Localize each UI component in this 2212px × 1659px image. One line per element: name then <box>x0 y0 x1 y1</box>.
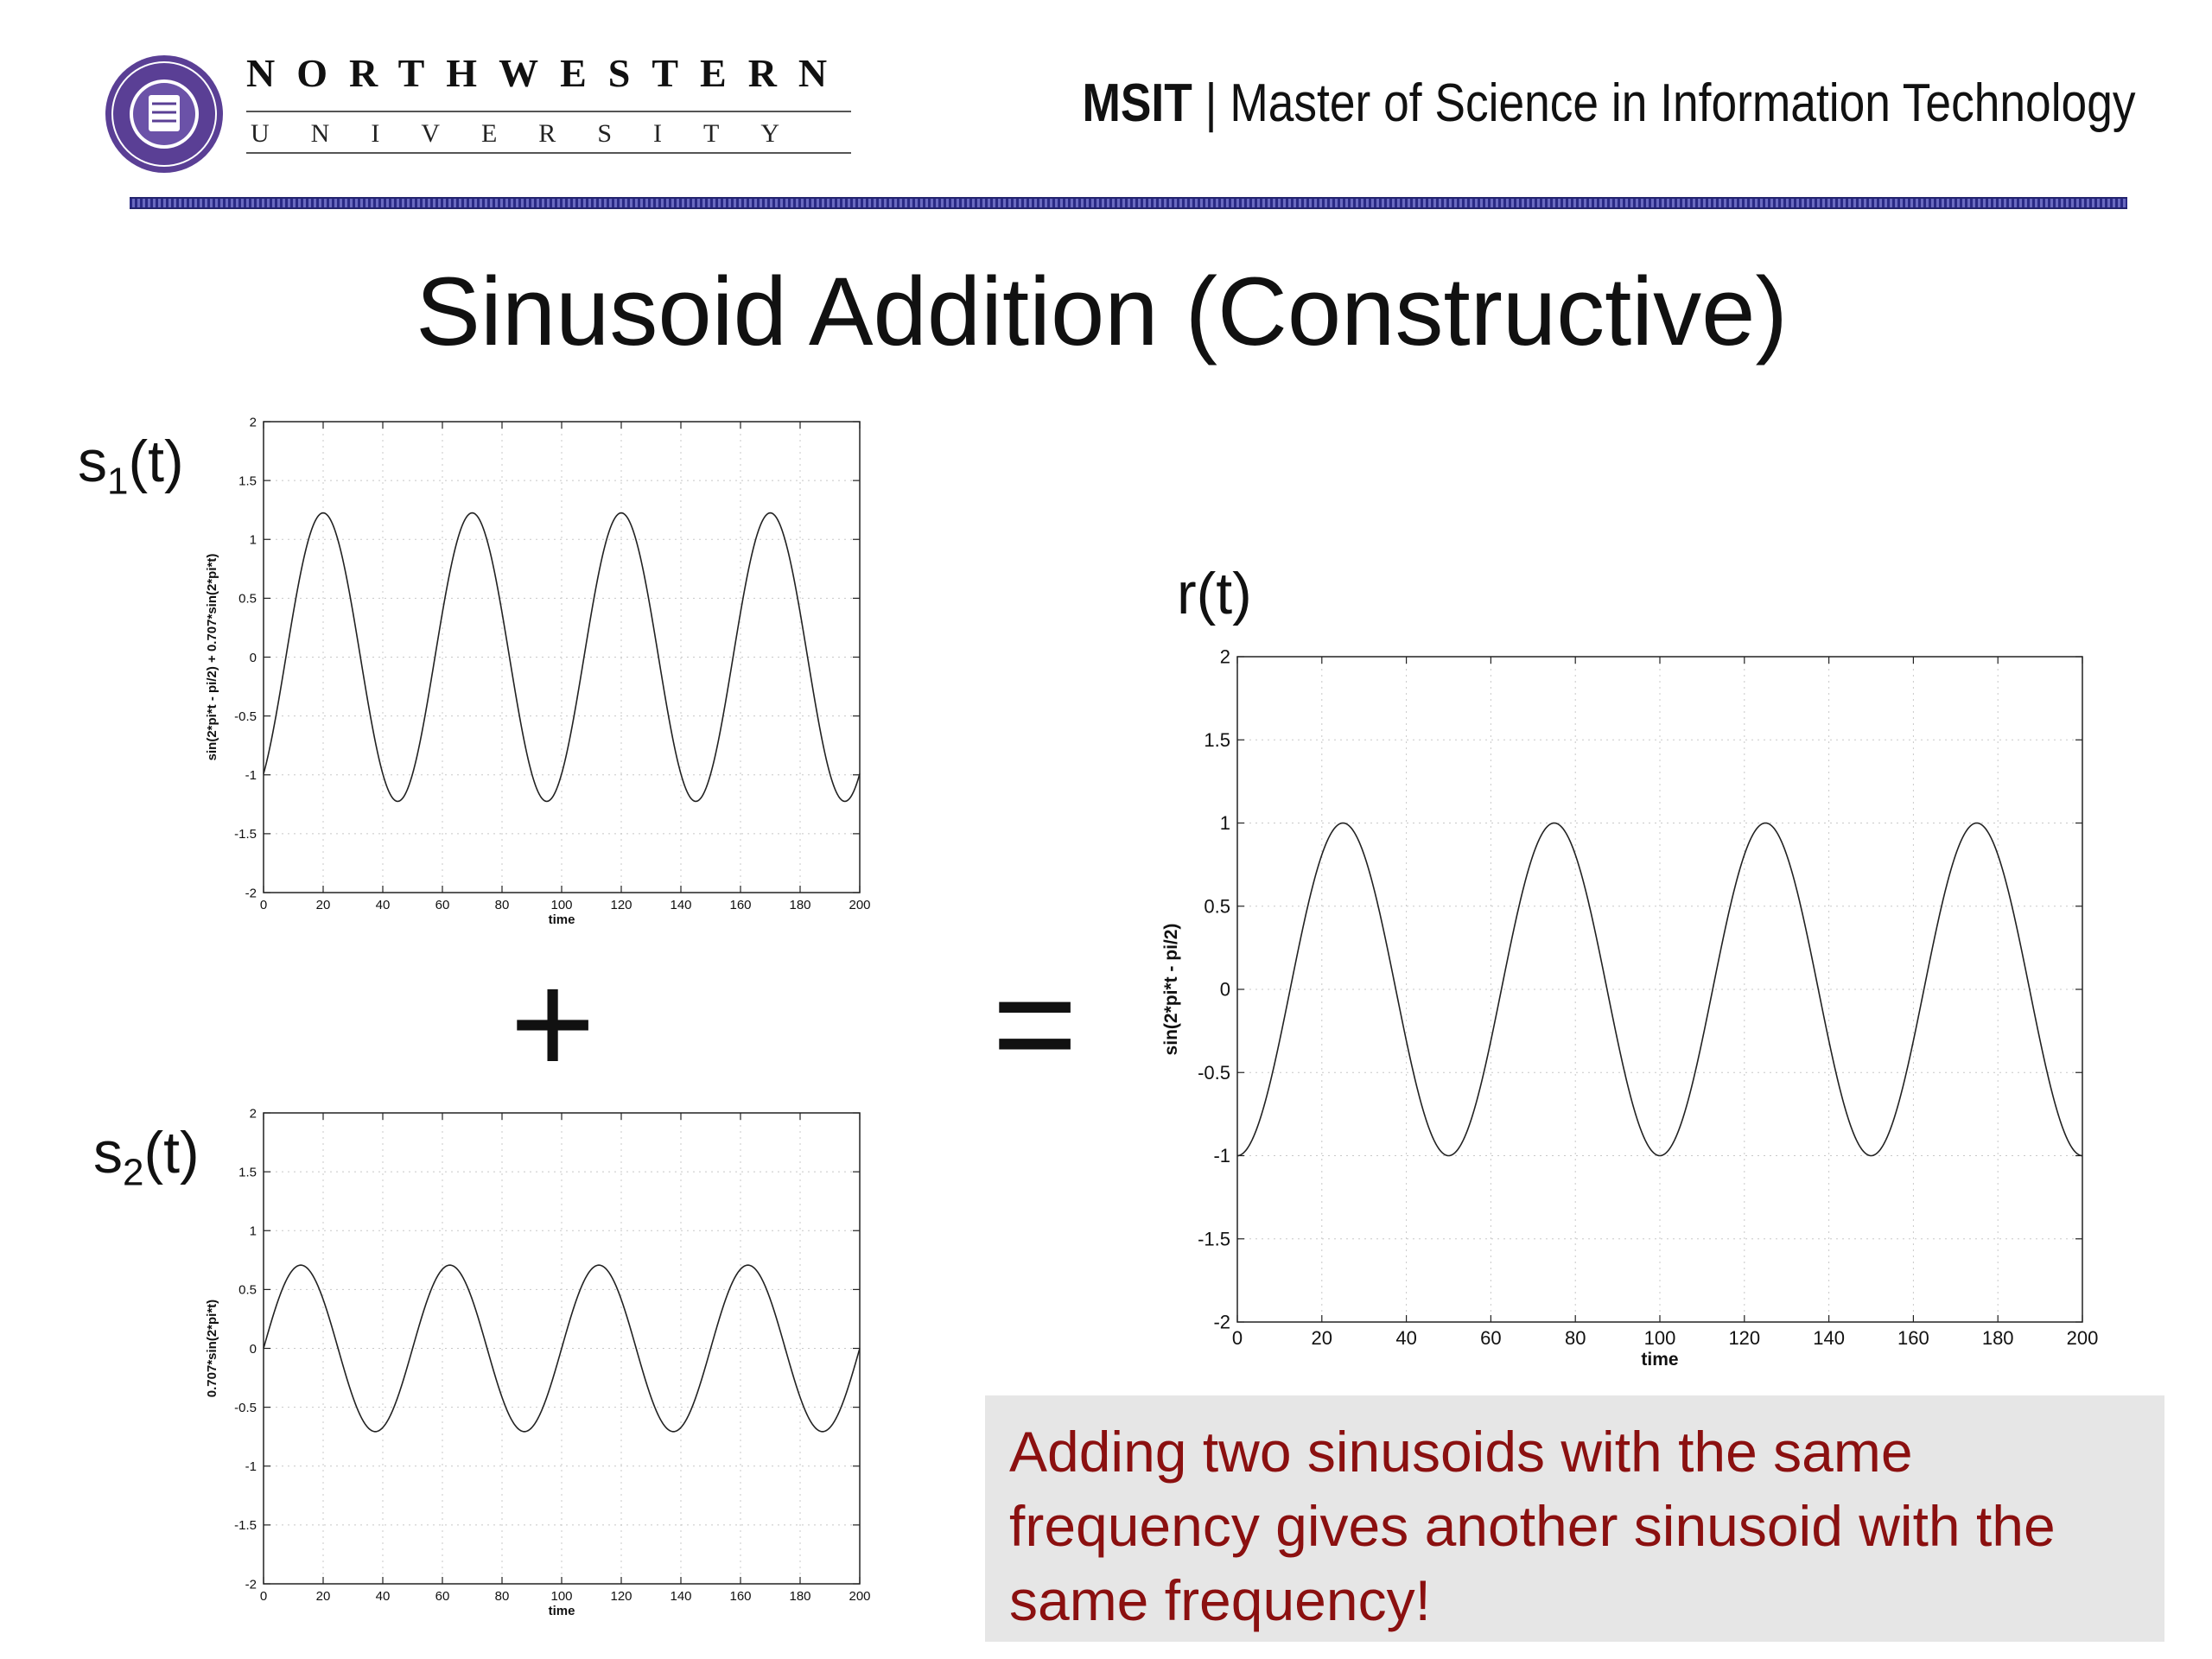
x-tick-label: 20 <box>316 1589 331 1604</box>
x-tick-label: 200 <box>849 898 870 912</box>
x-tick-label: 120 <box>610 1589 632 1604</box>
y-tick-label: 1.5 <box>238 1165 257 1179</box>
y-tick-label: 2 <box>250 1106 257 1121</box>
university-name: NORTHWESTERN <box>246 51 849 95</box>
x-tick-label: 0 <box>1232 1327 1243 1349</box>
equals-operator: = <box>992 942 1078 1106</box>
y-tick-label: -0.5 <box>234 1401 257 1415</box>
x-tick-label: 180 <box>1982 1327 2014 1349</box>
conclusion-note-text: Adding two sinusoids with the same frequ… <box>1009 1420 2056 1632</box>
y-tick-label: 0.5 <box>1204 895 1230 917</box>
label-s1-base: s <box>78 429 107 494</box>
program-full: Master of Science in Information Technol… <box>1230 73 2136 133</box>
label-s1: s1(t) <box>78 428 184 504</box>
x-tick-label: 200 <box>849 1589 870 1604</box>
y-axis-label: 0.707*sin(2*pi*t) <box>205 1300 219 1397</box>
x-axis-label: time <box>549 912 575 927</box>
y-tick-label: 1 <box>1220 812 1230 834</box>
y-tick-label: -2 <box>245 1577 257 1592</box>
y-tick-label: -1.5 <box>1198 1228 1230 1249</box>
label-s2-sub: 2 <box>123 1151 144 1194</box>
x-tick-label: 40 <box>376 898 391 912</box>
x-tick-label: 100 <box>550 898 572 912</box>
series-line <box>263 512 861 803</box>
x-tick-label: 160 <box>729 898 751 912</box>
label-s2-base: s <box>93 1120 123 1185</box>
x-tick-label: 160 <box>729 1589 751 1604</box>
y-tick-label: -2 <box>245 886 257 900</box>
y-tick-label: 1.5 <box>238 474 257 488</box>
y-tick-label: 1 <box>250 1224 257 1239</box>
series-line <box>263 1264 861 1433</box>
x-tick-label: 180 <box>789 1589 810 1604</box>
y-axis-label: sin(2*pi*t - pi/2) <box>1161 924 1181 1056</box>
y-tick-label: 2 <box>1220 646 1230 668</box>
label-r: r(t) <box>1177 561 1252 626</box>
label-s1-suffix: (t) <box>128 429 184 494</box>
y-tick-label: -1 <box>1213 1145 1230 1166</box>
program-heading: MSIT | Master of Science in Information … <box>1083 73 2136 134</box>
conclusion-note: Adding two sinusoids with the same frequ… <box>985 1395 2164 1642</box>
x-tick-label: 120 <box>1728 1327 1760 1349</box>
university-name-rule <box>246 111 851 112</box>
x-tick-label: 20 <box>316 898 331 912</box>
x-tick-label: 200 <box>2067 1327 2099 1349</box>
y-tick-label: 0.5 <box>238 592 257 607</box>
x-tick-label: 80 <box>1565 1327 1586 1349</box>
x-tick-label: 140 <box>1813 1327 1845 1349</box>
x-tick-label: 20 <box>1312 1327 1332 1349</box>
y-tick-label: 1.5 <box>1204 729 1230 751</box>
slide-title: Sinusoid Addition (Constructive) <box>416 257 1788 365</box>
y-axis-label: sin(2*pi*t - pi/2) + 0.707*sin(2*pi*t) <box>205 554 219 761</box>
plus-operator: + <box>510 942 596 1106</box>
x-tick-label: 60 <box>435 1589 450 1604</box>
x-tick-label: 40 <box>1395 1327 1416 1349</box>
label-s2-suffix: (t) <box>143 1120 200 1185</box>
label-s1-sub: 1 <box>107 460 129 503</box>
y-tick-label: -2 <box>1213 1312 1230 1333</box>
x-tick-label: 120 <box>610 898 632 912</box>
header-divider <box>130 197 2127 209</box>
y-tick-label: -0.5 <box>234 709 257 724</box>
y-tick-label: -1 <box>245 1459 257 1474</box>
x-tick-label: 0 <box>260 898 267 912</box>
y-tick-label: -1.5 <box>234 827 257 842</box>
university-seal-icon <box>105 55 223 173</box>
y-tick-label: 0 <box>250 1342 257 1357</box>
y-tick-label: -1 <box>245 768 257 783</box>
x-tick-label: 0 <box>260 1589 267 1604</box>
program-separator: | <box>1205 73 1217 133</box>
x-tick-label: 60 <box>435 898 450 912</box>
x-tick-label: 80 <box>495 898 510 912</box>
university-subtitle: UNIVERSITY <box>251 119 821 148</box>
x-axis-label: time <box>1641 1350 1678 1370</box>
x-tick-label: 140 <box>670 898 691 912</box>
x-tick-label: 80 <box>495 1589 510 1604</box>
x-tick-label: 100 <box>1644 1327 1676 1349</box>
y-tick-label: -0.5 <box>1198 1062 1230 1084</box>
y-tick-label: 2 <box>250 415 257 429</box>
y-tick-label: 0.5 <box>238 1283 257 1298</box>
program-short: MSIT <box>1082 73 1193 133</box>
x-tick-label: 140 <box>670 1589 691 1604</box>
x-tick-label: 100 <box>550 1589 572 1604</box>
y-tick-label: 0 <box>1220 979 1230 1001</box>
label-s2: s2(t) <box>93 1119 200 1195</box>
x-tick-label: 180 <box>789 898 810 912</box>
x-tick-label: 40 <box>376 1589 391 1604</box>
y-tick-label: 1 <box>250 533 257 548</box>
y-tick-label: 0 <box>250 651 257 665</box>
university-subtitle-rule <box>246 152 851 154</box>
x-tick-label: 160 <box>1897 1327 1929 1349</box>
series-line <box>1236 822 2083 1157</box>
x-tick-label: 60 <box>1480 1327 1501 1349</box>
y-tick-label: -1.5 <box>234 1518 257 1533</box>
x-axis-label: time <box>549 1604 575 1618</box>
